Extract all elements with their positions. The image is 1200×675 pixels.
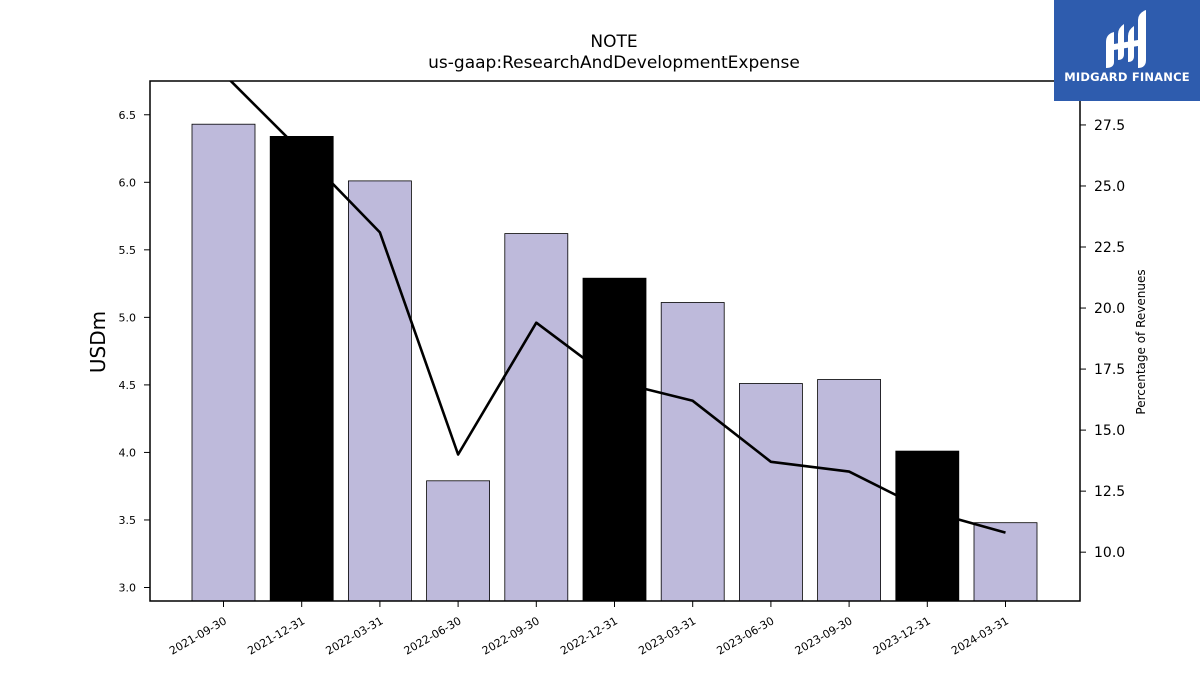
right-axis: 10.0 12.5 15.0 17.5 20.0 22.5 25.0 27.5 [1080,118,1125,561]
y-axis-label-right: Percentage of Revenues [1134,269,1148,415]
chart-subtitle: us-gaap:ResearchAndDevelopmentExpense [428,53,800,73]
bar [269,135,334,602]
y-axis-label-left: USDm [86,310,110,374]
logo-mark-icon [1106,10,1146,68]
midgard-finance-logo: MIDGARD FINANCE [1054,0,1200,101]
x-tick-label: 2023-12-31 [871,614,933,657]
bars-layer [191,123,1038,602]
x-tick-label: 2021-09-30 [167,614,229,657]
left-tick-label: 5.0 [119,311,137,324]
line-layer [228,81,1006,534]
left-tick-label: 5.5 [119,244,137,257]
x-tick-label: 2024-03-31 [949,614,1011,657]
bar [660,302,725,602]
bar [895,450,960,602]
x-tick-label: 2023-09-30 [793,614,855,657]
x-tick-label: 2022-12-31 [558,614,620,657]
logo-text: MIDGARD FINANCE [1064,70,1190,84]
bar [347,180,412,602]
bar [973,522,1038,602]
bar [191,123,256,602]
right-tick-label: 22.5 [1094,240,1125,256]
left-tick-label: 4.0 [119,446,137,459]
x-tick-label: 2023-06-30 [715,614,777,657]
right-tick-label: 20.0 [1094,301,1125,317]
left-tick-label: 6.5 [119,109,137,122]
left-tick-label: 3.0 [119,581,137,594]
x-tick-label: 2021-12-31 [245,614,307,657]
bar [582,277,647,602]
left-tick-label: 4.5 [119,379,137,392]
x-tick-label: 2023-03-31 [636,614,698,657]
x-tick-label: 2022-09-30 [480,614,542,657]
bar [504,233,569,602]
right-tick-label: 15.0 [1094,423,1125,439]
bar [739,383,803,602]
left-tick-label: 3.5 [119,514,137,527]
bar [817,379,881,602]
x-axis: 2021-09-30 2021-12-31 2022-03-31 2022-06-30… [167,601,1011,658]
right-tick-label: 25.0 [1094,179,1125,195]
left-tick-label: 6.0 [119,176,137,189]
right-tick-label: 17.5 [1094,362,1125,378]
left-axis: 3.0 3.5 4.0 4.5 5.0 5.5 6.0 6.5 [119,109,150,594]
right-tick-label: 10.0 [1094,545,1125,561]
x-tick-label: 2022-03-31 [324,614,386,657]
x-tick-label: 2022-06-30 [402,614,464,657]
chart-title: NOTE [590,32,638,52]
series-line [228,81,1006,534]
right-tick-label: 12.5 [1094,484,1125,500]
bar [426,480,491,602]
right-tick-label: 27.5 [1094,118,1125,134]
